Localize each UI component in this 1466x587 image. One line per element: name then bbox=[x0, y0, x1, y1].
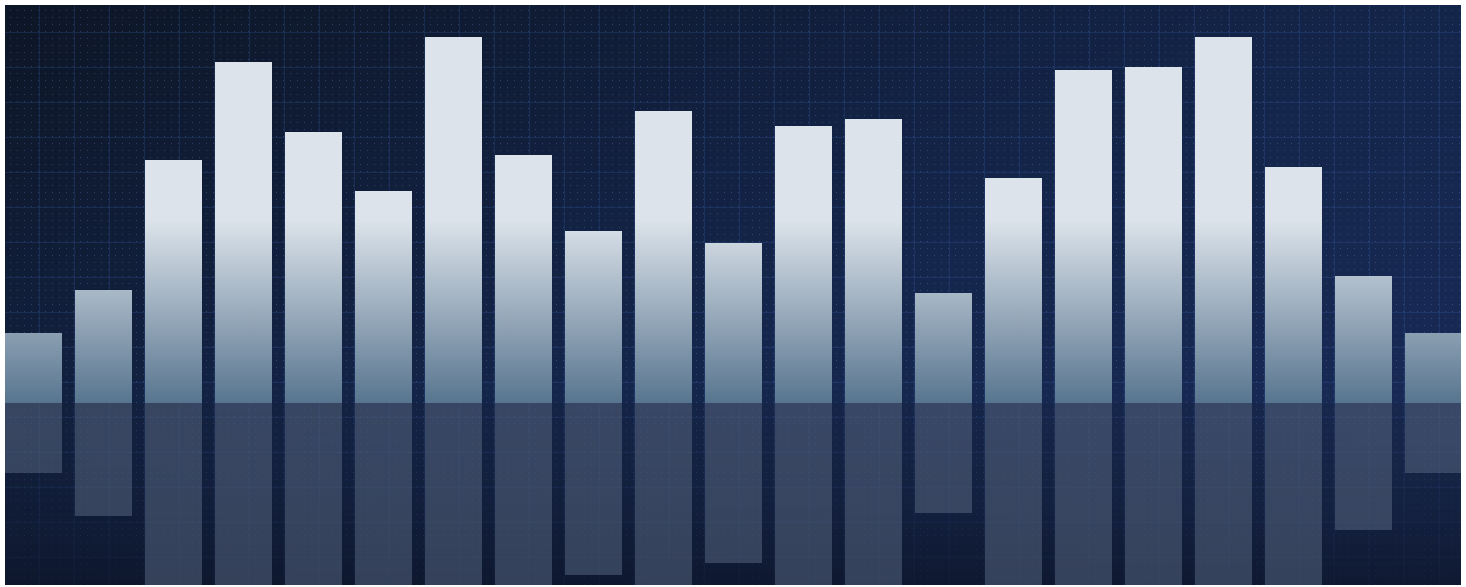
bar-reflection bbox=[425, 403, 482, 585]
bar-reflection bbox=[145, 403, 202, 585]
bar bbox=[145, 160, 202, 403]
bar-reflection bbox=[1125, 403, 1182, 585]
bar-reflection bbox=[775, 403, 832, 585]
bar bbox=[425, 37, 482, 403]
bar bbox=[75, 290, 132, 403]
bar-reflection bbox=[215, 403, 272, 585]
bar bbox=[565, 231, 622, 403]
bar-reflection bbox=[985, 403, 1042, 585]
bar bbox=[845, 119, 902, 403]
bar-reflection bbox=[1055, 403, 1112, 585]
bar bbox=[705, 243, 762, 403]
bar bbox=[285, 132, 342, 403]
bar bbox=[1335, 276, 1392, 403]
bar bbox=[635, 111, 692, 403]
bar-reflection bbox=[705, 403, 762, 563]
bar bbox=[1195, 37, 1252, 403]
bar-reflection bbox=[355, 403, 412, 585]
bar bbox=[1125, 67, 1182, 403]
bar-reflection bbox=[495, 403, 552, 585]
bar-reflection bbox=[635, 403, 692, 585]
bar-reflection bbox=[285, 403, 342, 585]
bar-reflection bbox=[1195, 403, 1252, 585]
bar bbox=[1055, 70, 1112, 403]
bar-reflection bbox=[5, 403, 62, 473]
bar bbox=[495, 155, 552, 403]
bar-reflection bbox=[565, 403, 622, 575]
bar bbox=[5, 333, 62, 403]
bar bbox=[915, 293, 972, 403]
bar-reflection bbox=[75, 403, 132, 516]
bar bbox=[985, 178, 1042, 403]
bar bbox=[215, 62, 272, 403]
bar-reflection bbox=[1405, 403, 1461, 473]
bar-reflection bbox=[1335, 403, 1392, 530]
bar bbox=[1405, 333, 1461, 403]
bars bbox=[5, 37, 1461, 585]
bar-reflection bbox=[915, 403, 972, 513]
bar bbox=[355, 191, 412, 403]
bar-reflection bbox=[1265, 403, 1322, 585]
bar bbox=[775, 126, 832, 403]
bar-reflection bbox=[845, 403, 902, 585]
bar bbox=[1265, 167, 1322, 403]
